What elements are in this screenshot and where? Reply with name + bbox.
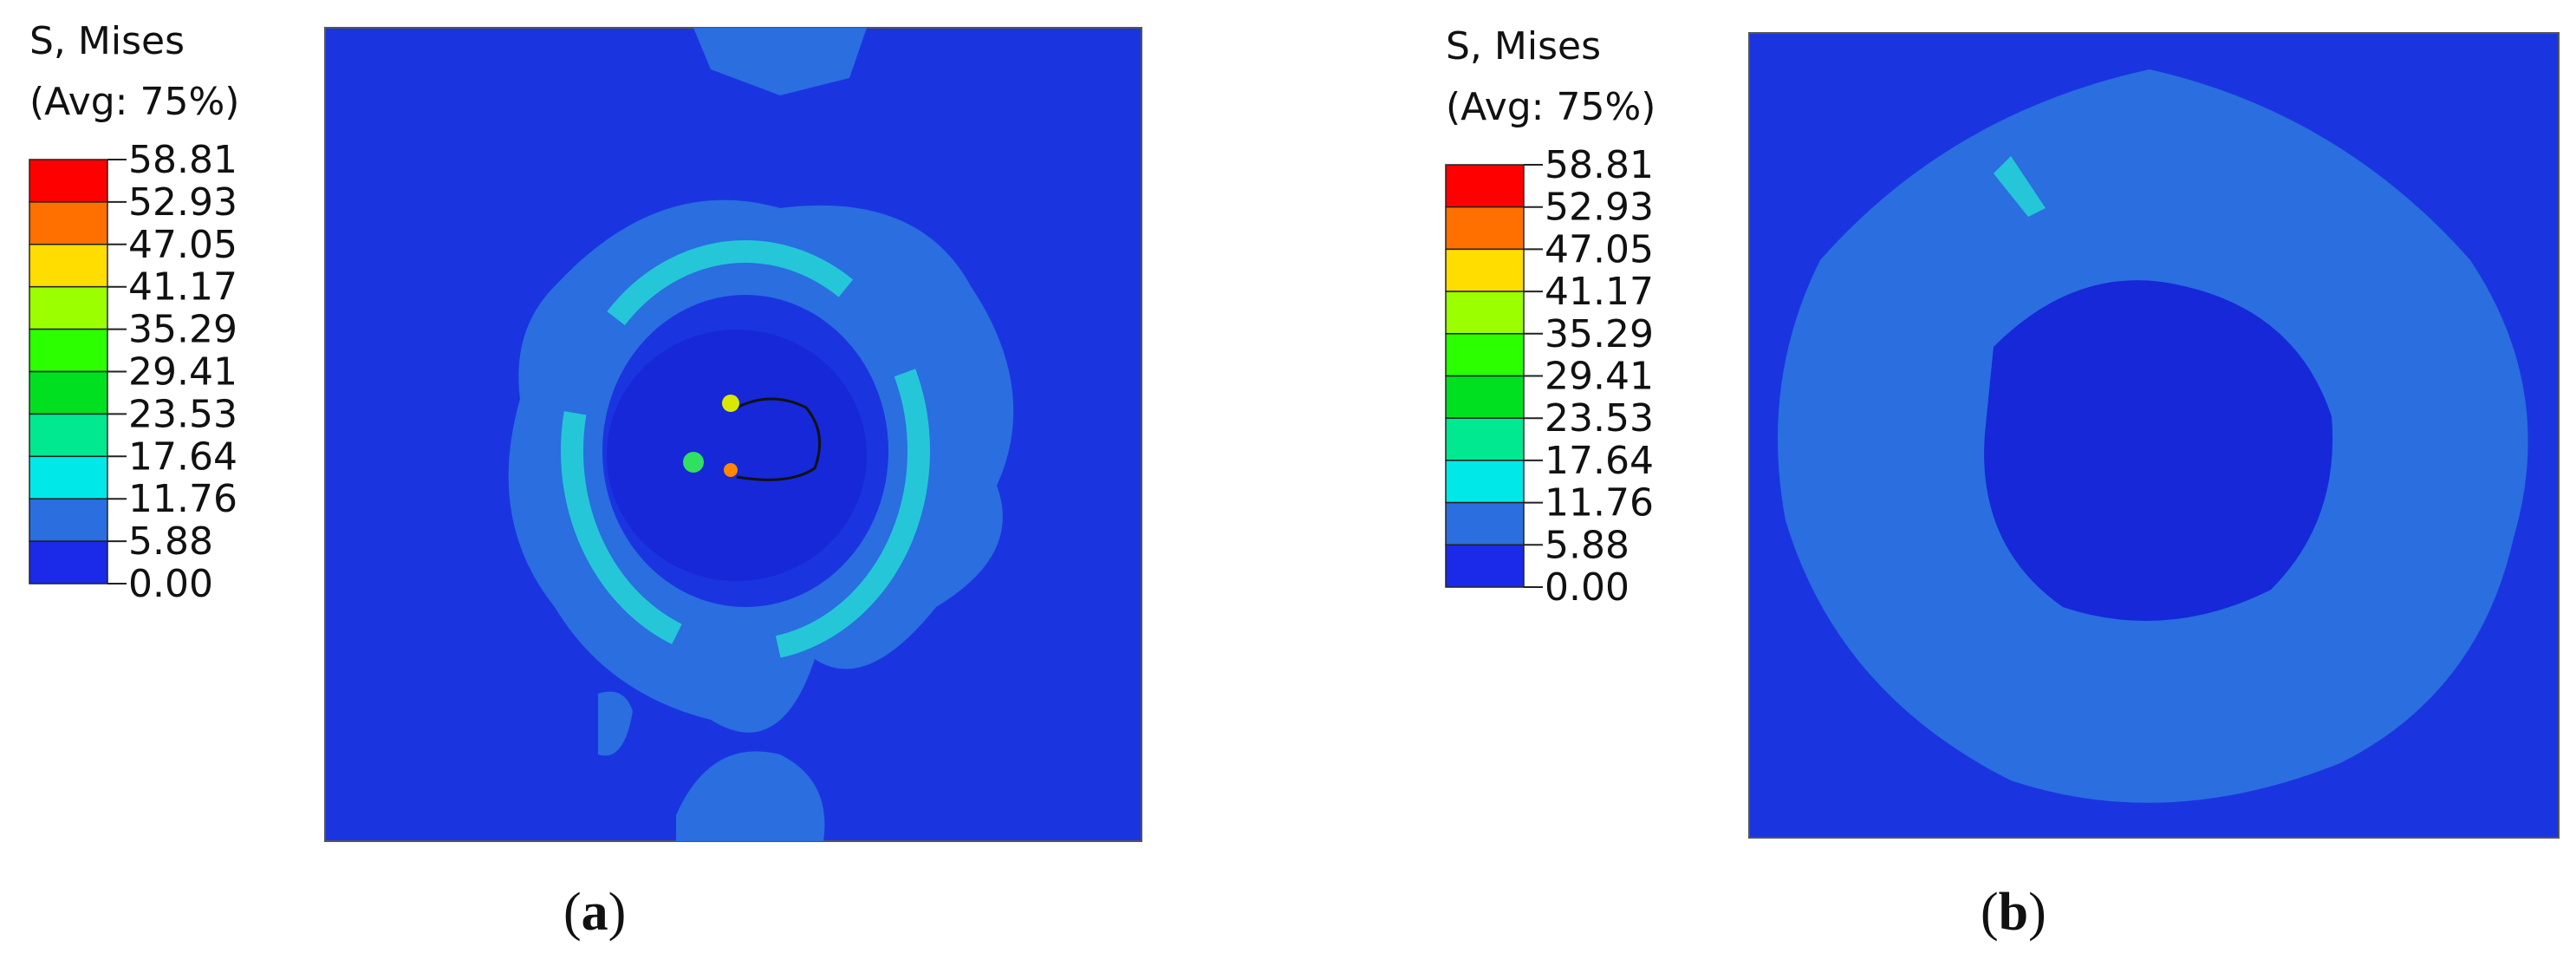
legend-label: 29.41 (1545, 355, 1654, 399)
legend-band (1445, 206, 1525, 251)
legend-band (1445, 248, 1525, 292)
legend-label: 17.64 (1545, 439, 1654, 483)
legend-label: 11.76 (1545, 481, 1654, 526)
legend-label: 5.88 (128, 519, 213, 564)
legend-label: 35.29 (1545, 312, 1654, 356)
legend-label: 52.93 (1545, 186, 1654, 230)
legend-band (29, 413, 108, 458)
legend-label: 47.05 (1545, 227, 1654, 271)
legend-band (1445, 460, 1525, 504)
legend-label: 47.05 (128, 223, 237, 267)
legend-label: 17.64 (128, 434, 237, 479)
legend-label: 23.53 (1545, 396, 1654, 441)
legend-band (1445, 501, 1525, 546)
contour-plot-b (1748, 32, 2560, 839)
legend-band (1445, 291, 1525, 335)
legend-label: 0.00 (1545, 565, 1630, 610)
legend-band (1445, 333, 1525, 377)
legend-band (29, 201, 108, 245)
caption: (a) (563, 883, 626, 942)
caption-part: ( (563, 883, 582, 942)
legend-band (1445, 417, 1525, 461)
legend-label: 0.00 (128, 562, 213, 606)
legend-band (29, 540, 108, 584)
caption-part: ) (2028, 883, 2046, 942)
legend-band (29, 370, 108, 415)
legend-band (29, 244, 108, 288)
legend-label: 41.17 (128, 265, 237, 310)
caption-part: ( (1981, 883, 1999, 942)
legend-band (29, 328, 108, 373)
legend-title: S, Mises (1446, 24, 1601, 69)
legend-subtitle: (Avg: 75%) (29, 80, 239, 124)
caption-part: a (582, 883, 608, 942)
legend-label: 52.93 (128, 180, 237, 225)
legend-band (29, 498, 108, 542)
legend-label: 58.81 (128, 138, 237, 182)
legend-band (29, 455, 108, 500)
caption-part: ) (608, 883, 627, 942)
legend-band (1445, 375, 1525, 419)
legend-label: 23.53 (128, 392, 237, 436)
legend-label: 35.29 (128, 308, 237, 352)
legend-band (1445, 164, 1525, 208)
legend-title: S, Mises (29, 19, 185, 63)
legend-label: 5.88 (1545, 523, 1630, 567)
legend-label: 58.81 (1545, 143, 1654, 187)
legend-band (29, 159, 108, 203)
legend-label: 29.41 (128, 350, 237, 395)
caption: (b) (1981, 883, 2046, 942)
contour-plot-a (324, 27, 1142, 842)
legend-band (1445, 544, 1525, 588)
legend-subtitle: (Avg: 75%) (1446, 85, 1656, 129)
legend-label: 11.76 (128, 477, 237, 521)
legend-band (29, 285, 108, 330)
legend-label: 41.17 (1545, 270, 1654, 314)
caption-part: b (1999, 883, 2028, 942)
